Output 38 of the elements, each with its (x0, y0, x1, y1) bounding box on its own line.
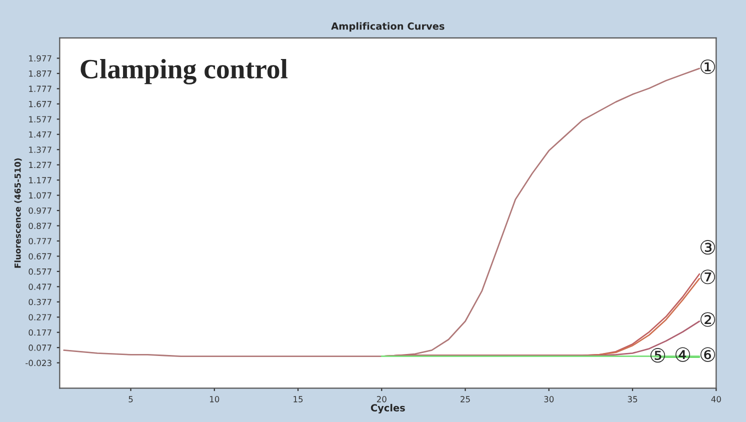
x-tick-label: 25 (460, 396, 470, 402)
series-label: ② (700, 312, 716, 327)
x-tick-label: 20 (376, 396, 386, 402)
y-axis-title: Fluorescence (465-510) (14, 158, 22, 268)
y-tick-label: 1.777 (29, 86, 52, 92)
series-label: ⑥ (700, 347, 716, 362)
y-tick-label: -0.023 (26, 360, 52, 366)
x-tick-label: 15 (294, 396, 303, 402)
y-tick-label: 1.077 (29, 192, 52, 199)
series-label: ① (700, 59, 716, 74)
annotation: Clamping control (80, 58, 288, 84)
y-tick-label: 1.577 (29, 116, 52, 122)
y-tick-label: 1.477 (29, 131, 52, 138)
y-tick-label: 1.877 (29, 70, 52, 77)
x-tick-label: 40 (711, 396, 721, 402)
y-tick-label: 0.077 (28, 344, 52, 351)
x-axis-title: Cycles (370, 404, 405, 414)
y-tick-label: 0.477 (28, 284, 52, 290)
chart-title: Amplification Curves (331, 22, 444, 32)
y-tick-label: 1.277 (29, 162, 52, 168)
y-tick-label: 1.977 (29, 55, 52, 62)
y-tick-label: 1.177 (29, 177, 52, 184)
y-tick-label: 1.677 (29, 100, 52, 108)
y-tick-label: 0.577 (28, 268, 52, 275)
y-tick-label: 0.877 (28, 222, 52, 230)
series-label: ⑦ (700, 270, 716, 284)
x-tick-label: 5 (128, 396, 133, 402)
y-tick-label: 0.177 (28, 329, 52, 336)
x-tick-label: 30 (544, 396, 554, 402)
y-tick-label: 0.377 (28, 298, 52, 306)
y-tick-label: 0.677 (28, 253, 52, 260)
series-label: ③ (700, 240, 716, 255)
y-tick-label: 0.277 (28, 314, 52, 320)
x-tick-label: 10 (210, 396, 220, 402)
y-tick-label: 1.377 (29, 146, 52, 153)
x-tick-label: 35 (628, 396, 638, 402)
y-tick-label: 0.777 (28, 238, 52, 244)
y-tick-label: 0.977 (28, 208, 52, 214)
